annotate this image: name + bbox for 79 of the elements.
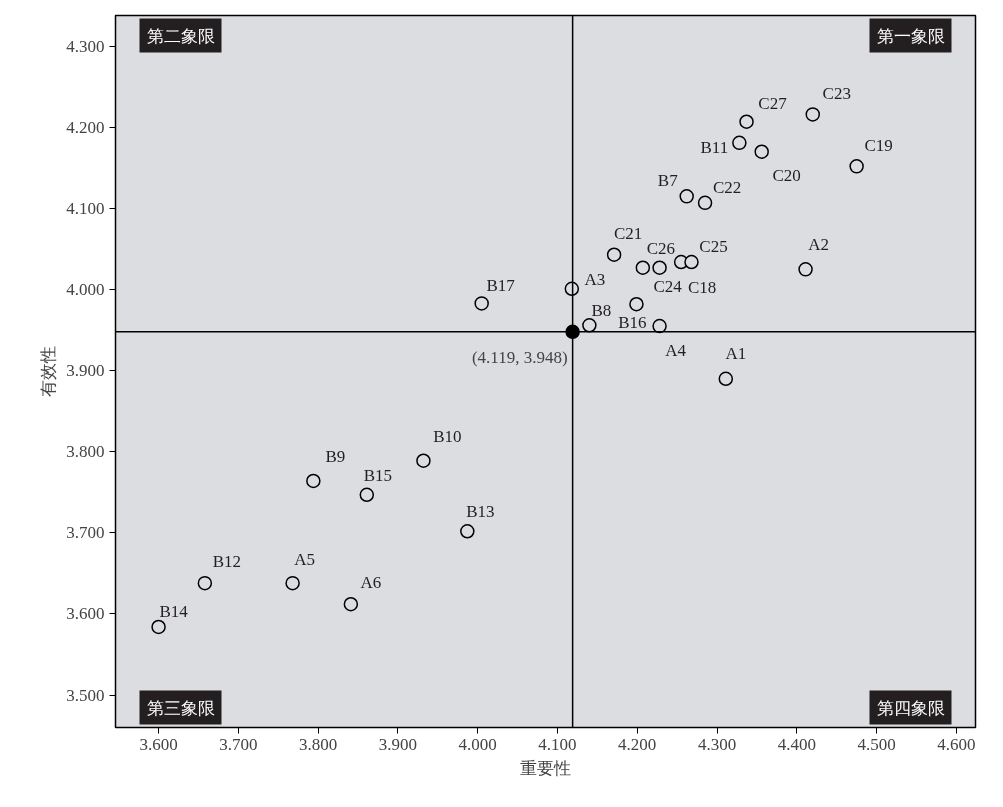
series-label: C25	[699, 236, 728, 256]
y-tick-label: 3.800	[66, 442, 105, 462]
y-tick-label: 4.100	[66, 199, 105, 218]
y-tick-label: 4.200	[66, 117, 105, 137]
annotation: 第三象限	[146, 697, 215, 718]
x-tick-label: 4.000	[458, 734, 497, 754]
series-label: B8	[591, 300, 612, 320]
series-label: C21	[613, 224, 643, 244]
y-tick-label: 3.600	[66, 604, 105, 624]
y-tick-label: 4.300	[66, 36, 105, 56]
series-label: C22	[712, 178, 742, 198]
annotation: 第二象限	[146, 25, 215, 46]
annotation: 第四象限	[876, 697, 945, 718]
series-label: B16	[618, 312, 647, 332]
x-tick-label: 4.200	[618, 734, 657, 754]
x-tick-label: 4.500	[857, 734, 896, 754]
x-tick-label: 4.300	[697, 734, 737, 754]
point	[718, 371, 734, 387]
point	[151, 619, 166, 635]
point	[629, 296, 644, 312]
series-label: A6	[360, 572, 382, 592]
point	[343, 597, 359, 612]
x-tick-label: 4.600	[937, 734, 976, 754]
x-tick-label: 3.700	[219, 734, 258, 754]
point	[697, 195, 713, 211]
point	[359, 487, 375, 502]
series-label: A4	[665, 340, 687, 360]
series-label: C24	[653, 277, 683, 297]
series-label: C19	[864, 135, 893, 155]
point	[474, 296, 489, 311]
series-label: B9	[325, 447, 346, 467]
point	[285, 575, 300, 591]
series-label: B11	[700, 138, 729, 158]
x-tick-label: 4.400	[777, 734, 816, 754]
series-label: A1	[725, 344, 747, 364]
point	[582, 318, 597, 333]
x-tick-label: 4.100	[538, 734, 577, 754]
x-tick-label: 3.800	[299, 734, 338, 754]
series-label: B7	[657, 170, 679, 190]
series-label: C23	[822, 83, 851, 103]
series-label: C20	[772, 166, 801, 186]
point	[679, 189, 694, 204]
point	[754, 144, 769, 159]
series-label: A3	[584, 270, 606, 290]
series-label: B15	[363, 466, 392, 486]
y-tick-label: 3.500	[66, 685, 105, 705]
x-tick-label: 3.600	[139, 734, 178, 754]
point	[849, 159, 864, 174]
series-label: C18	[687, 277, 717, 297]
x-axis-title: 重要性	[520, 757, 571, 778]
point	[197, 575, 213, 591]
y-axis-title: 有效性	[38, 346, 59, 397]
point	[564, 281, 580, 297]
point	[460, 524, 475, 539]
series-label: A2	[808, 234, 829, 254]
point	[606, 247, 622, 262]
annotation: 第一象限	[876, 25, 945, 46]
y-tick-label: 4.000	[66, 280, 105, 300]
point	[739, 114, 754, 129]
point	[805, 107, 820, 122]
point	[635, 260, 651, 275]
series-label: B14	[159, 602, 189, 622]
series-label: B12	[212, 551, 242, 571]
annotation: (4.119, 3.948)	[471, 348, 568, 368]
point	[798, 262, 813, 277]
point	[306, 473, 321, 489]
point	[732, 135, 747, 151]
series-label: B10	[433, 427, 462, 447]
series-label: B17	[486, 275, 516, 295]
point	[652, 260, 667, 275]
x-tick-label: 3.900	[378, 734, 418, 754]
series-label: C26	[646, 239, 675, 259]
series-label: C27	[758, 94, 788, 114]
y-tick-label: 3.700	[66, 523, 105, 543]
series-label: A5	[294, 549, 315, 569]
y-tick-label: 3.900	[66, 361, 105, 381]
point	[416, 453, 431, 468]
point	[684, 254, 699, 270]
series-label: B13	[466, 501, 495, 521]
